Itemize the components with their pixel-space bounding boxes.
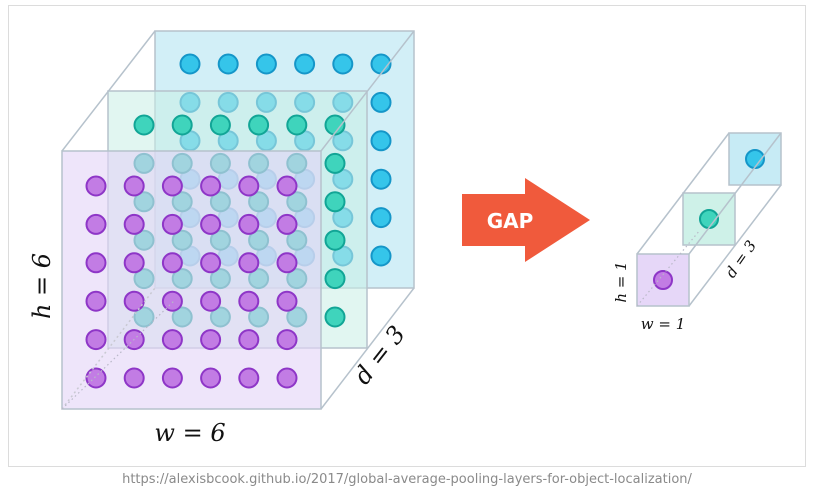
left-diagonal: [61, 299, 176, 410]
source-caption: https://alexisbcook.github.io/2017/globa…: [122, 472, 692, 487]
middle-channel-dot: [133, 114, 155, 136]
gap-arrow-shape: [462, 178, 590, 262]
back-channel-dot: [294, 53, 316, 75]
left-width-label: w = 6: [154, 419, 225, 447]
front-channel-dot: [161, 290, 183, 312]
front-channel-dot: [85, 252, 107, 274]
back-channel-dot: [370, 130, 392, 152]
back-channel-dot: [370, 91, 392, 113]
back-channel-dot: [179, 53, 201, 75]
front-channel-dot: [85, 329, 107, 351]
front-channel-dot: [161, 329, 183, 351]
right-width-label: w = 1: [641, 315, 686, 333]
middle-channel-dot: [286, 114, 308, 136]
front-channel-dot: [123, 367, 145, 389]
right-front-dot: [653, 270, 673, 290]
front-channel-dot: [276, 290, 298, 312]
front-channel-dot: [276, 329, 298, 351]
front-channel-dot: [161, 175, 183, 197]
right-back-face: [728, 132, 782, 186]
back-channel-dot: [370, 168, 392, 190]
back-channel-dot: [370, 207, 392, 229]
right-diagonal: [636, 229, 701, 307]
front-channel-dot: [238, 213, 260, 235]
middle-channel-dot: [324, 114, 346, 136]
front-channel-dot: [161, 367, 183, 389]
middle-channel-dot: [324, 306, 346, 328]
front-channel-dot: [276, 175, 298, 197]
front-channel-dot: [238, 175, 260, 197]
gap-label: GAP: [487, 209, 534, 233]
middle-channel-dot: [324, 229, 346, 251]
middle-channel-dot: [171, 114, 193, 136]
middle-channel-dot: [209, 114, 231, 136]
front-channel-dot: [276, 213, 298, 235]
front-channel-dot: [238, 252, 260, 274]
front-channel-dot: [200, 252, 222, 274]
front-channel-dot: [161, 213, 183, 235]
front-channel-dot: [85, 175, 107, 197]
middle-channel-dot: [324, 268, 346, 290]
front-channel-dot: [200, 329, 222, 351]
back-channel-dot: [255, 53, 277, 75]
middle-channel-dot: [324, 152, 346, 174]
left-volume-edges: [61, 30, 415, 410]
left-front-dots: [85, 175, 298, 389]
back-channel-dot: [370, 245, 392, 267]
left-height-label: h = 6: [28, 253, 56, 319]
front-channel-dot: [200, 213, 222, 235]
right-height-label: h = 1: [612, 261, 630, 302]
front-channel-dot: [276, 367, 298, 389]
front-channel-dot: [85, 213, 107, 235]
front-channel-dot: [85, 367, 107, 389]
front-channel-dot: [200, 175, 222, 197]
front-channel-dot: [200, 290, 222, 312]
front-channel-dot: [238, 290, 260, 312]
front-channel-dot: [123, 213, 145, 235]
front-channel-dot: [276, 252, 298, 274]
front-channel-dot: [161, 252, 183, 274]
front-channel-dot: [123, 290, 145, 312]
front-channel-dot: [200, 367, 222, 389]
front-channel-dot: [123, 175, 145, 197]
front-channel-dot: [123, 252, 145, 274]
front-channel-dot: [238, 367, 260, 389]
left-front-channel: [61, 150, 322, 410]
right-volume: h = 1 w = 1 d = 3: [612, 132, 782, 333]
back-channel-dot: [332, 53, 354, 75]
back-channel-dot: [217, 53, 239, 75]
left-front-face: [61, 150, 322, 410]
middle-channel-dot: [324, 191, 346, 213]
right-volume-edges: [636, 132, 782, 307]
gap-arrow: GAP: [462, 178, 590, 262]
front-channel-dot: [238, 329, 260, 351]
middle-channel-dot: [248, 114, 270, 136]
front-channel-dot: [85, 290, 107, 312]
